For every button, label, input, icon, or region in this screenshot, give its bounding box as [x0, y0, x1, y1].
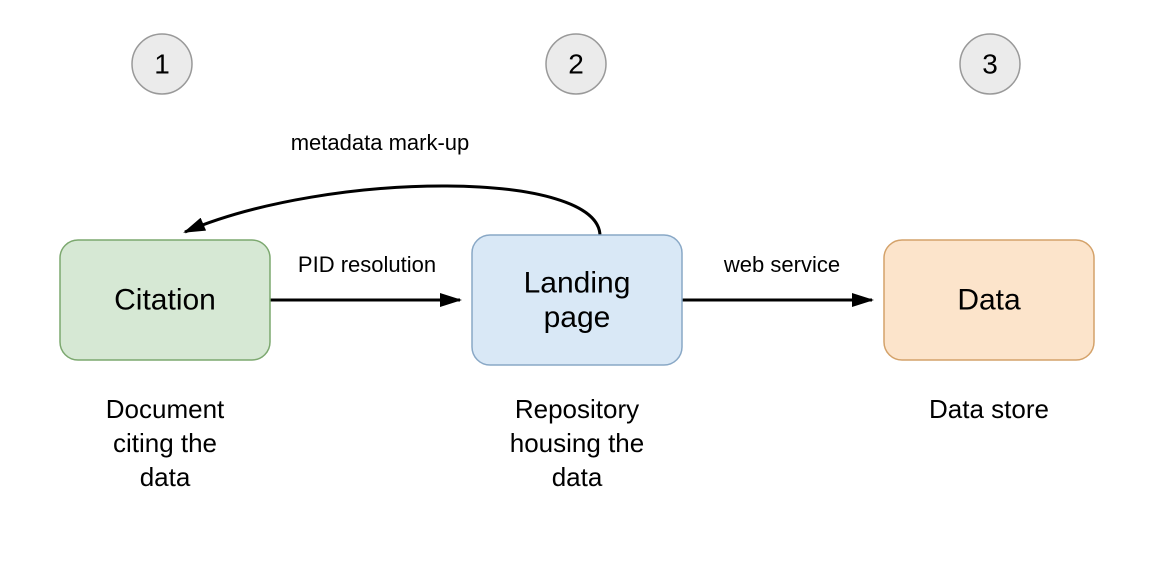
node-citation: Citation	[60, 240, 270, 360]
step-circle-1: 1	[132, 34, 192, 94]
node-data-label: Data	[957, 284, 1021, 317]
step-number-label: 1	[154, 49, 170, 80]
edge-metadata-markup: metadata mark-up	[185, 130, 600, 236]
step-number-label: 3	[982, 49, 998, 80]
step-circle-2: 2	[546, 34, 606, 94]
edge-web-service-label: web service	[723, 252, 840, 277]
node-landing-page-label: Landing	[524, 266, 631, 299]
caption-landing-line: housing the	[510, 428, 644, 458]
edge-web-service: web service	[682, 252, 872, 300]
step-number-label: 2	[568, 49, 584, 80]
caption-citation-line: citing the	[113, 428, 217, 458]
step-circle-3: 3	[960, 34, 1020, 94]
caption-landing: Repository housing the data	[510, 394, 644, 492]
caption-citation: Document citing the data	[106, 394, 225, 492]
caption-data-line: Data store	[929, 394, 1049, 424]
caption-landing-line: Repository	[515, 394, 639, 424]
edge-metadata-markup-label: metadata mark-up	[291, 130, 470, 155]
node-landing-page-label: page	[544, 301, 611, 334]
caption-citation-line: data	[140, 462, 191, 492]
node-data: Data	[884, 240, 1094, 360]
node-citation-label: Citation	[114, 284, 216, 317]
edge-pid-resolution-label: PID resolution	[298, 252, 436, 277]
edge-pid-resolution: PID resolution	[270, 252, 460, 300]
caption-landing-line: data	[552, 462, 603, 492]
caption-citation-line: Document	[106, 394, 225, 424]
caption-data: Data store	[929, 394, 1049, 424]
node-landing-page: Landingpage	[472, 235, 682, 365]
